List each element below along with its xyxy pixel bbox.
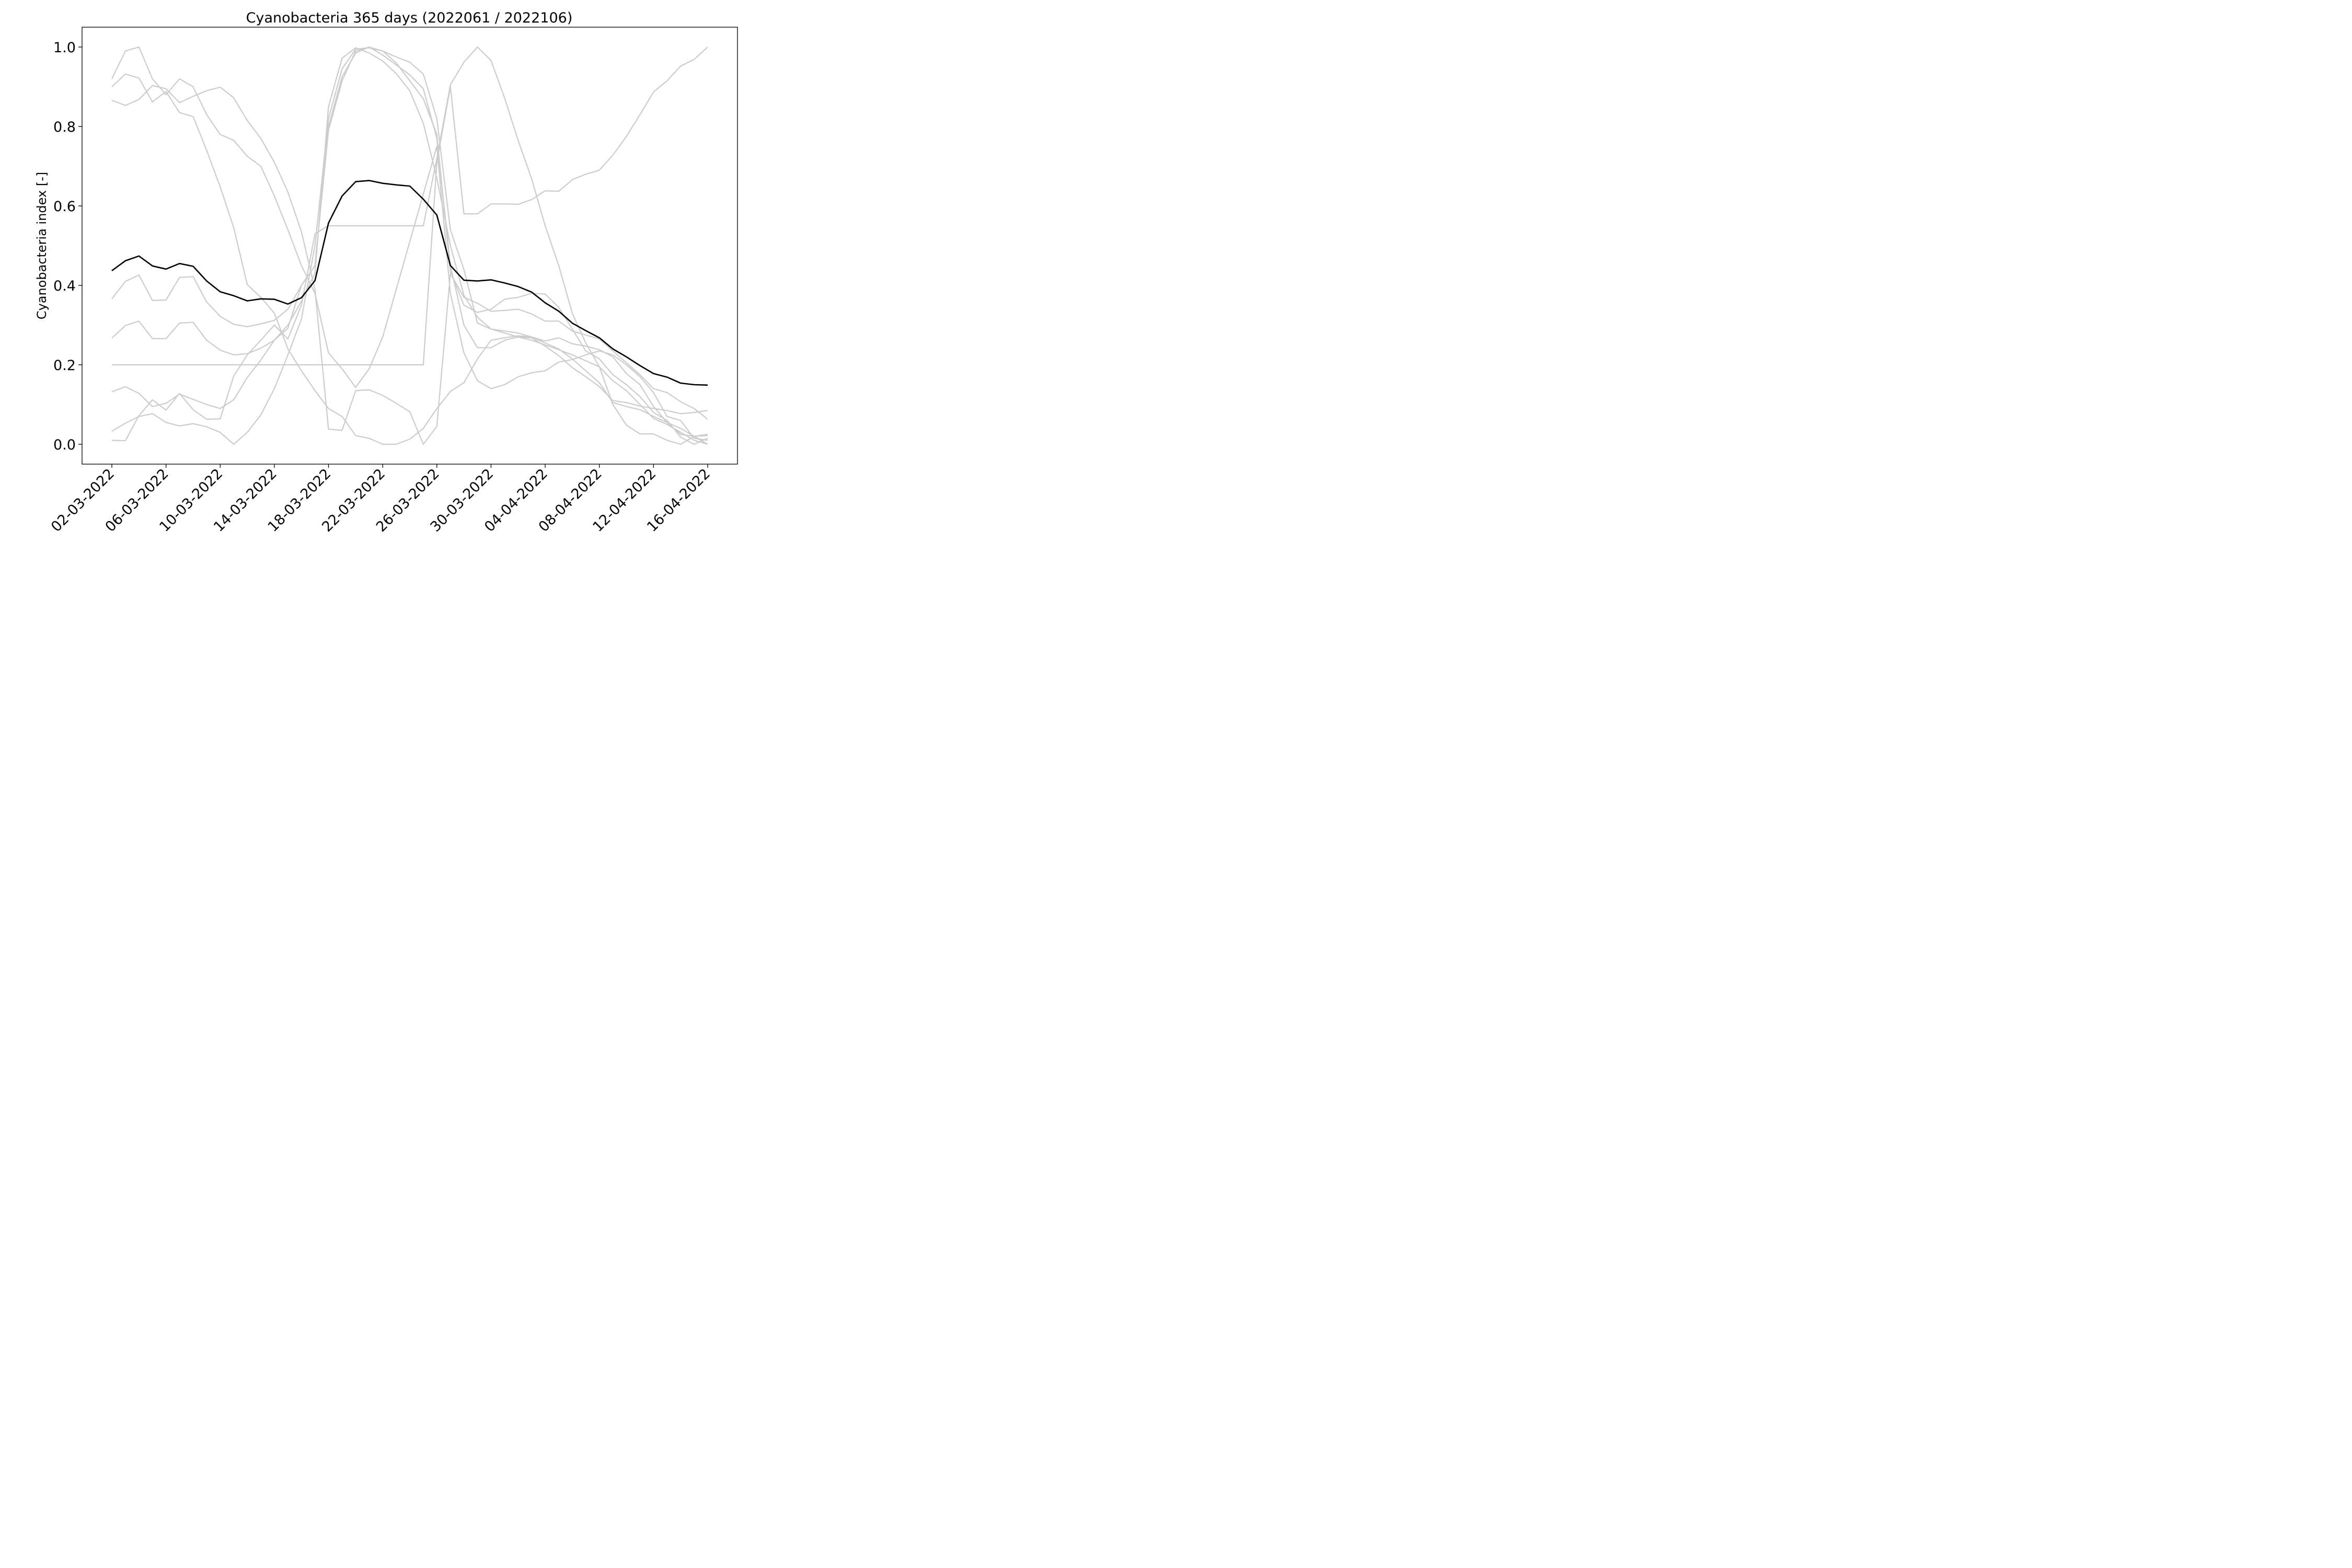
y-tick-label: 0.2 — [53, 358, 76, 374]
y-axis-label: Cyanobacteria index [-] — [34, 172, 49, 319]
y-axis-ticks: 0.0 0.2 0.4 0.6 0.8 1.0 — [53, 40, 82, 453]
series-line-9 — [112, 47, 708, 366]
chart-title: Cyanobacteria 365 days (2022061 / 202210… — [246, 10, 573, 26]
series-line-1 — [111, 46, 708, 441]
y-tick-label: 0.0 — [53, 437, 76, 453]
plot-frame — [82, 27, 738, 465]
series-group — [111, 46, 708, 445]
y-tick-label: 0.8 — [53, 119, 76, 135]
series-line-7 — [111, 47, 708, 445]
x-axis-ticks: 02-03-202206-03-202210-03-202214-03-2022… — [48, 464, 713, 535]
series-line-6 — [111, 47, 708, 445]
series-line-8 — [111, 46, 708, 445]
mean-series-line — [111, 180, 708, 386]
series-line-2 — [111, 73, 708, 445]
series-line-4 — [111, 46, 708, 445]
y-tick-label: 0.4 — [53, 278, 76, 294]
line-chart: Cyanobacteria 365 days (2022061 / 202210… — [34, 10, 738, 535]
y-tick-label: 1.0 — [53, 40, 76, 56]
series-line-3 — [111, 85, 708, 445]
y-tick-label: 0.6 — [53, 199, 76, 215]
